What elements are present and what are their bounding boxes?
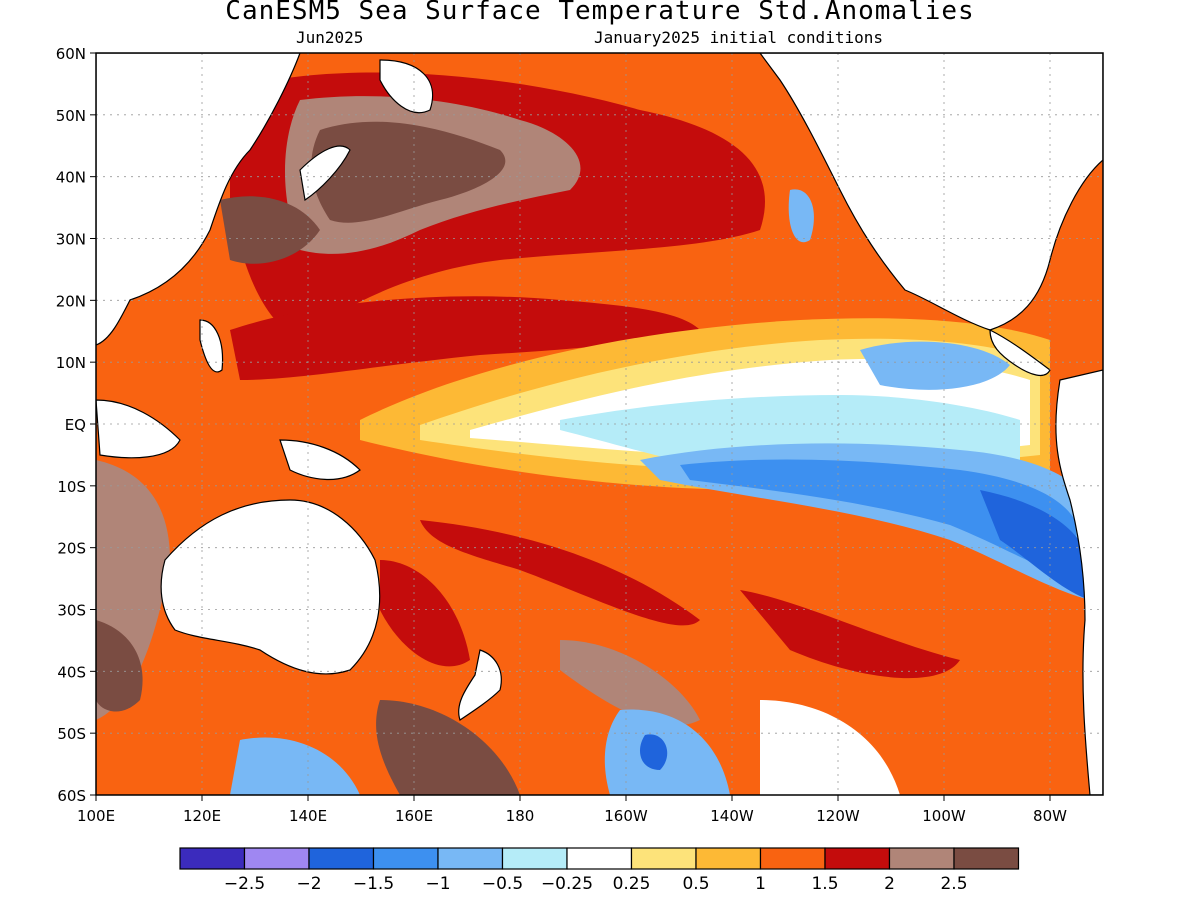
lon-tick-label: 100E [77,807,115,825]
lat-tick-label: 30N [56,231,86,249]
california-coast-cool-patch [788,189,814,243]
tasman-warm-region [380,560,470,667]
land-australia [160,499,381,675]
land-central-america [989,329,1051,377]
land-masses [96,53,1103,795]
lat-tick-label: 50S [57,725,86,743]
land-new-guinea [279,439,361,481]
land-south-america [1055,369,1103,795]
south-pacific-warm-streak-4 [560,640,700,726]
colorbar-swatch [759,847,826,870]
lat-tick-label: EQ [65,416,86,434]
lon-tick-label: 180 [506,807,535,825]
colorbar-label: 1.5 [811,874,838,894]
subtropical-warm-band [230,296,700,380]
land-philippines [199,319,224,373]
lon-tick-label: 140W [710,807,754,825]
colorbar-swatch [243,847,310,870]
colorbar-label: 0.5 [682,874,709,894]
colorbar-swatch [630,847,697,870]
colorbar-swatch [566,847,633,870]
anomaly-field [96,53,1103,795]
colorbar-label: 2.5 [940,874,967,894]
initial-conditions: January2025 initial conditions [594,28,883,47]
lon-tick-label: 120E [183,807,221,825]
colorbar-swatch [308,847,375,870]
colorbar-label: −0.25 [541,874,593,894]
colorbar-swatch [695,847,762,870]
colorbar-label: 2 [884,874,895,894]
southern-ocean-cool-patch-a [230,737,360,795]
lon-tick-label: 100W [922,807,966,825]
southern-ocean-cool-patch-b [604,709,730,795]
lat-tick-label: 40S [57,663,86,681]
lat-tick-label: 10S [57,478,86,496]
southern-ocean-cool-core [640,734,668,770]
colorbar-swatch [372,847,439,870]
southeast-pacific-cool-band-core [680,459,1080,580]
indian-ocean-peak-region [96,620,143,712]
land-asia-mainland [96,53,301,346]
colorbar-label: −0.5 [482,874,523,894]
lat-tick-label: 20S [57,540,86,558]
colorbar-swatch [501,847,568,870]
land-borneo-sumatra [96,399,181,459]
lat-tick-label: 20N [56,292,86,310]
lon-tick-label: 80W [1033,807,1067,825]
land-kamchatka [379,59,434,114]
south-pacific-warm-streak-3 [376,700,520,795]
lon-tick-label: 160W [604,807,648,825]
lat-tick-label: 40N [56,169,86,187]
lat-tick-label: 60N [56,45,86,63]
lat-tick-label: 60S [57,787,86,805]
land-new-zealand [458,649,502,721]
lat-tick-label: 30S [57,602,86,620]
eastern-north-pacific-cool-patch [860,341,1010,390]
longitude-axis: 100E 120E 140E 160E 180 160W 140W 120W 100W 80W [77,795,1067,825]
southern-ocean-near-normal [760,700,900,795]
colorbar-label: −2.5 [224,874,265,894]
graticule [96,53,1103,795]
peru-coast-cool-core [980,490,1090,600]
south-pacific-warm-streak-1 [420,520,700,626]
colorbar-label: −2 [296,874,321,894]
forecast-month: Jun2025 [296,28,364,47]
colorbar-swatch [953,847,1020,870]
colorbar-swatch [824,847,891,870]
colorbar-swatch [179,847,246,870]
south-pacific-warm-streak-2 [740,590,960,679]
colorbar-label: 0.25 [613,874,651,894]
land-north-america [759,53,1103,331]
lon-tick-label: 140E [289,807,327,825]
colorbar-label: −1 [425,874,450,894]
north-pacific-peak-region [311,121,506,223]
land-japan [299,145,351,202]
colorbar-swatch [437,847,504,870]
map-title: CanESM5 Sea Surface Temperature Std.Anom… [225,0,975,26]
lon-tick-label: 120W [816,807,860,825]
lat-tick-label: 50N [56,107,86,125]
colorbar: −2.5 −2 −1.5 −1 −0.5 −0.25 0.25 0.5 1 1.5 2 2.5 [179,847,1020,894]
latitude-axis: 60N 50N 40N 30N 20N 10N EQ 10S 20S 30S 40S 50S 60S [56,45,96,805]
colorbar-label: −1.5 [353,874,394,894]
lon-tick-label: 160E [395,807,433,825]
colorbar-label: 1 [755,874,766,894]
colorbar-swatch [888,847,955,870]
kuroshio-warm-region [220,196,320,264]
lat-tick-label: 10N [56,354,86,372]
